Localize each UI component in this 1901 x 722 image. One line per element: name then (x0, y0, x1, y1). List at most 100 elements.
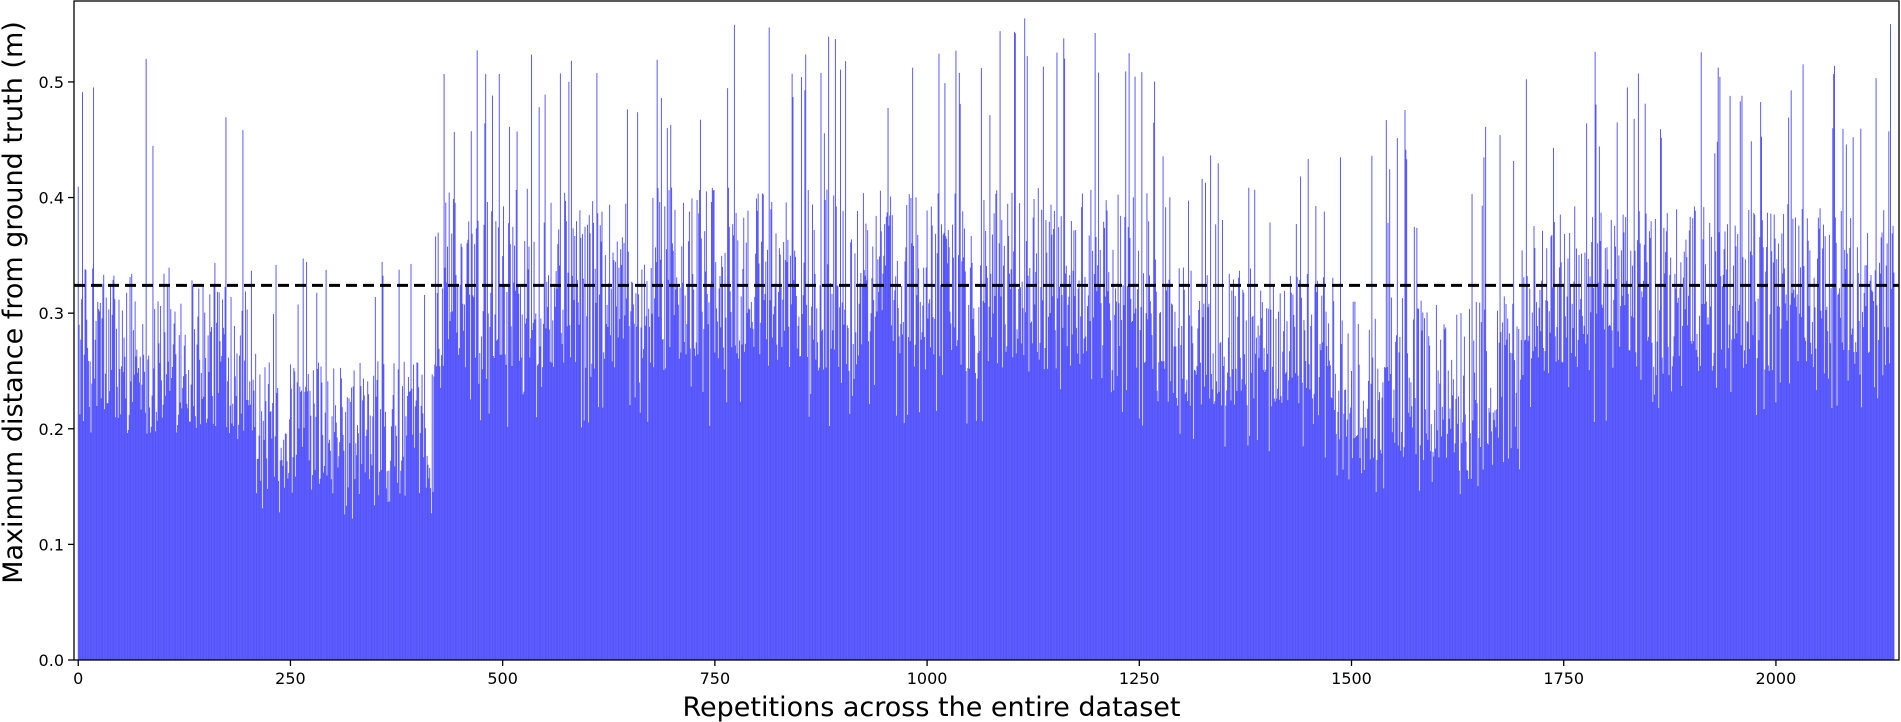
bar (1078, 280, 1080, 660)
bar (1644, 103, 1646, 661)
bar (1140, 307, 1142, 660)
bar (853, 378, 855, 660)
bar (284, 487, 285, 660)
bar (1385, 120, 1387, 660)
bar (490, 292, 492, 660)
bar (586, 316, 588, 660)
bar (1646, 262, 1648, 660)
bar (1821, 318, 1823, 660)
bar (1016, 329, 1018, 660)
bar (1149, 301, 1151, 660)
bar (574, 235, 576, 661)
bar (747, 210, 749, 660)
bar (336, 437, 338, 660)
bar (1256, 440, 1258, 660)
bar (572, 228, 574, 660)
bar (240, 413, 242, 660)
bar (1042, 300, 1044, 660)
bar (377, 361, 379, 660)
bar (985, 231, 987, 660)
bar (1396, 138, 1398, 661)
bar (1339, 157, 1341, 660)
bar (1352, 301, 1354, 660)
bar (258, 435, 260, 660)
bar (706, 294, 708, 660)
bar (900, 324, 902, 660)
bar (802, 295, 804, 660)
bar (432, 491, 434, 660)
bar (567, 272, 569, 660)
bar (727, 88, 729, 661)
bar (301, 446, 303, 660)
bar (604, 358, 606, 660)
bar (1416, 227, 1418, 660)
bar (1313, 393, 1315, 660)
bar (194, 329, 196, 660)
bar (520, 357, 522, 660)
bar (293, 368, 295, 660)
x-tick-label: 0 (73, 669, 83, 688)
bar (1093, 273, 1095, 660)
bar (169, 390, 171, 660)
bar (1287, 400, 1289, 660)
bar (393, 363, 395, 660)
bar (661, 339, 663, 660)
bar (1454, 443, 1456, 660)
bar (941, 224, 942, 661)
bar (1570, 286, 1571, 660)
bar (1855, 342, 1857, 660)
bar (1568, 387, 1570, 660)
bar (190, 384, 192, 660)
bar (929, 299, 931, 660)
bar (607, 326, 609, 660)
bar (221, 356, 223, 660)
plot-frame (73, 0, 1900, 661)
bar (1723, 249, 1725, 661)
bar (1255, 353, 1257, 660)
bar (1558, 359, 1560, 660)
bar (778, 248, 780, 660)
bar (1189, 405, 1191, 660)
bar (1252, 315, 1254, 660)
bar (1235, 368, 1237, 660)
bar (1014, 31, 1015, 661)
bar (1009, 289, 1011, 660)
bar (244, 291, 246, 660)
bar (1763, 409, 1765, 660)
bar (1081, 207, 1083, 660)
bar (182, 388, 184, 660)
bar (339, 442, 341, 660)
bar (1609, 325, 1611, 660)
bar (232, 403, 234, 660)
bar (289, 364, 291, 660)
bar (1314, 284, 1316, 660)
bar (412, 434, 414, 660)
bar (1881, 232, 1883, 660)
bar (345, 411, 347, 660)
bar (1091, 379, 1093, 660)
bar (1833, 73, 1835, 661)
bar (1420, 300, 1422, 660)
bar (1551, 234, 1553, 660)
bar (518, 293, 520, 660)
bar (1825, 310, 1827, 660)
bar (220, 361, 222, 660)
bar (509, 244, 511, 660)
bar (1014, 33, 1016, 661)
bar (816, 308, 818, 660)
bar (852, 344, 854, 660)
bar (344, 514, 346, 660)
bar (1668, 375, 1670, 660)
bar (1459, 494, 1461, 660)
bar (699, 119, 701, 660)
bar (1085, 336, 1087, 660)
bar (1560, 262, 1562, 660)
bar (196, 344, 198, 660)
bar (1557, 285, 1559, 660)
bar (646, 281, 648, 660)
bar (760, 322, 762, 660)
bar (840, 382, 842, 660)
bar (102, 283, 104, 660)
bar (947, 230, 949, 660)
bar (728, 226, 730, 660)
